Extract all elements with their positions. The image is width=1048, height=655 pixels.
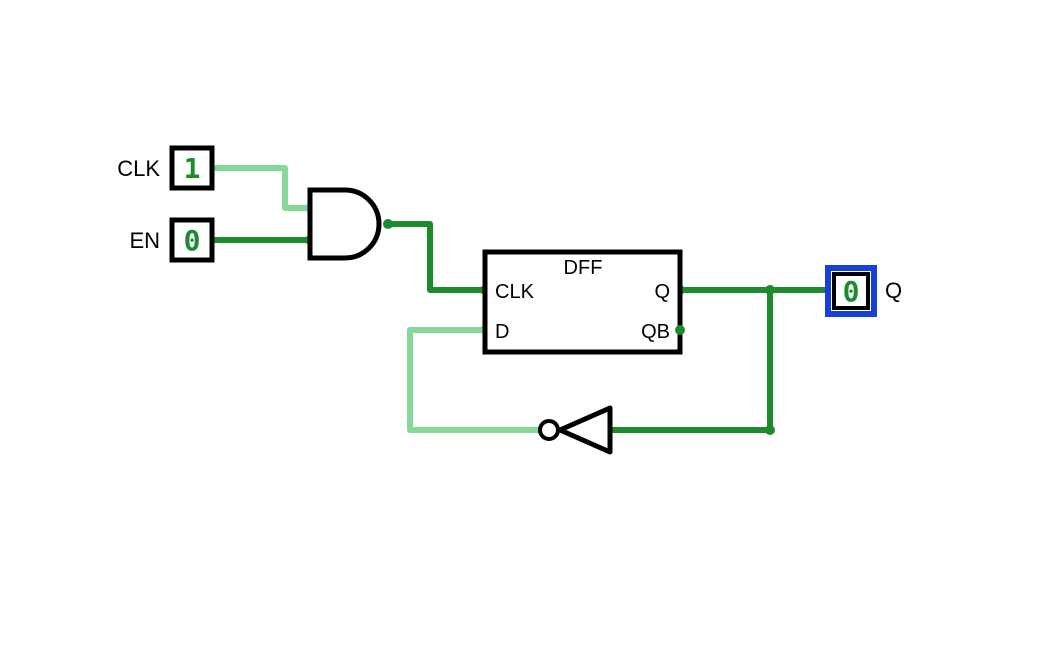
- schematic-canvas: CLK 1 EN 0 DFF CLK D Q QB 0 Q: [0, 0, 1048, 655]
- input-clk-label: CLK: [117, 156, 160, 181]
- wire-clk-to-and: [200, 163, 315, 213]
- dff-title: DFF: [564, 257, 603, 279]
- output-q-label: Q: [885, 278, 902, 303]
- output-q[interactable]: 0 Q: [828, 268, 902, 314]
- input-en-value: 0: [184, 224, 201, 257]
- output-q-value: 0: [843, 275, 860, 308]
- input-clk[interactable]: CLK 1: [117, 148, 212, 188]
- wire-and-to-dff-clk: [383, 219, 490, 295]
- input-en-label: EN: [129, 228, 160, 253]
- and-gate: [310, 190, 379, 258]
- dff-pin-q: Q: [654, 281, 670, 303]
- dff-pin-qb: QB: [641, 321, 670, 343]
- dff-block: DFF CLK D Q QB: [485, 252, 685, 352]
- wire-q-to-out: [675, 285, 840, 295]
- wire-en-to-and: [200, 235, 315, 245]
- not-gate: [540, 408, 610, 452]
- input-en[interactable]: EN 0: [129, 220, 212, 260]
- input-clk-value: 1: [184, 152, 201, 185]
- dff-pin-clk: CLK: [495, 281, 535, 303]
- dff-pin-d: D: [495, 321, 509, 343]
